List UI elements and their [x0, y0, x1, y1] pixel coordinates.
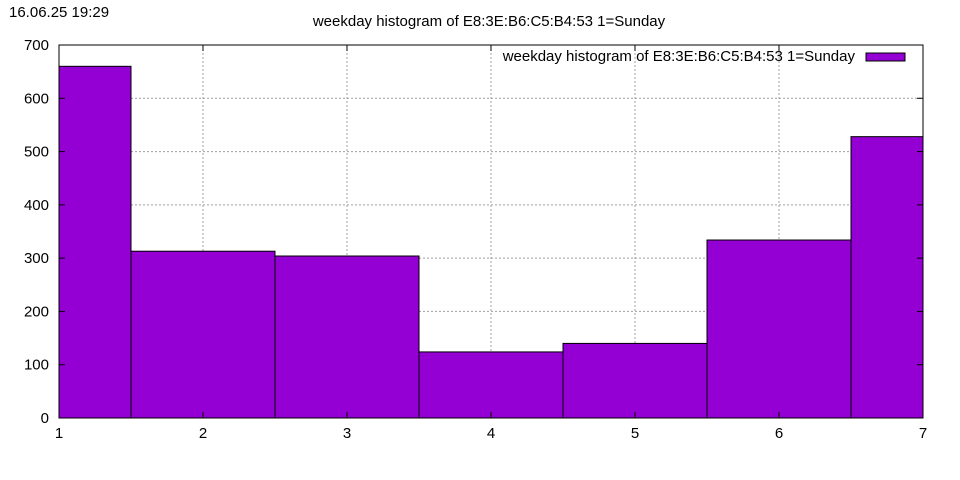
- x-tick-label: 1: [55, 425, 63, 442]
- bar: [706, 239, 852, 419]
- x-tick-label: 6: [775, 425, 783, 442]
- y-tick-label: 0: [41, 410, 49, 427]
- y-tick-label: 300: [24, 250, 49, 267]
- bar: [562, 342, 708, 419]
- chart-title: weekday histogram of E8:3E:B6:C5:B4:53 1…: [312, 13, 666, 30]
- timestamp: 16.06.25 19:29: [9, 4, 110, 21]
- y-tick-label: 200: [24, 303, 49, 320]
- y-tick-label: 400: [24, 197, 49, 214]
- legend-label: weekday histogram of E8:3E:B6:C5:B4:53 1…: [502, 48, 856, 65]
- y-tick-label: 600: [24, 90, 49, 107]
- bar: [274, 255, 420, 419]
- x-tick-labels: 1 2 3 4 5 6 7: [55, 425, 927, 442]
- x-tick-label: 3: [343, 425, 351, 442]
- x-tick-label: 7: [919, 425, 927, 442]
- plot-frame: [58, 44, 924, 419]
- bar: [850, 136, 924, 419]
- y-tick-label: 100: [24, 357, 49, 374]
- x-tick-label: 4: [487, 425, 495, 442]
- x-tick-label: 2: [199, 425, 207, 442]
- y-tick-label: 700: [24, 37, 49, 54]
- y-tick-labels: 0 100 200 300 400 500 600 700: [24, 37, 49, 427]
- bar: [58, 65, 132, 419]
- legend: weekday histogram of E8:3E:B6:C5:B4:53 1…: [502, 48, 906, 65]
- bar: [130, 250, 276, 419]
- bar: [418, 351, 564, 419]
- x-tick-label: 5: [631, 425, 639, 442]
- bars: [58, 65, 924, 419]
- y-tick-label: 500: [24, 144, 49, 161]
- legend-swatch: [865, 52, 906, 62]
